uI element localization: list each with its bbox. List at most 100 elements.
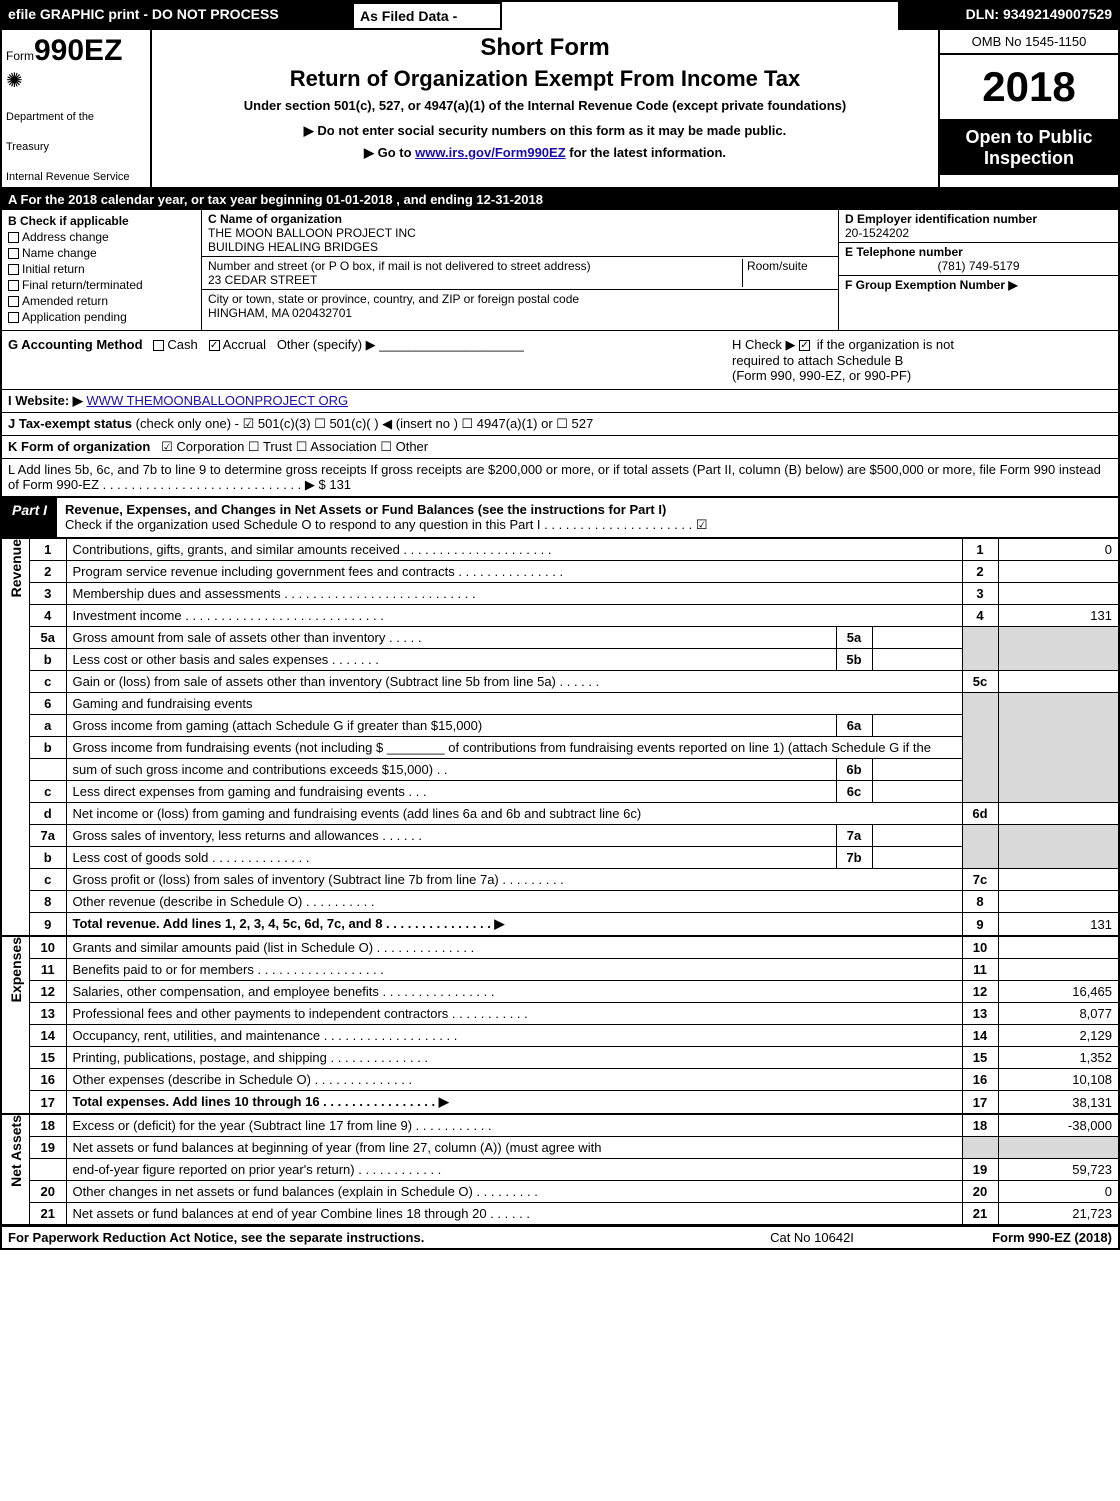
part1-title-block: Revenue, Expenses, and Changes in Net As… — [57, 498, 1118, 537]
row-7c: cGross profit or (loss) from sales of in… — [30, 869, 1118, 891]
row-7a: 7aGross sales of inventory, less returns… — [30, 825, 1118, 847]
form-no: 990EZ — [34, 34, 122, 67]
row-17: 17Total expenses. Add lines 10 through 1… — [30, 1091, 1118, 1114]
chk-accrual[interactable]: ✓ — [209, 340, 220, 351]
goto-link[interactable]: www.irs.gov/Form990EZ — [415, 145, 566, 160]
part1-title: Revenue, Expenses, and Changes in Net As… — [65, 502, 666, 517]
revenue-vlabel: Revenue — [2, 538, 30, 936]
b-label: B Check if applicable — [8, 214, 195, 228]
netassets-table: 18Excess or (deficit) for the year (Subt… — [30, 1114, 1118, 1225]
row-7b: bLess cost of goods sold . . . . . . . .… — [30, 847, 1118, 869]
row-6a: aGross income from gaming (attach Schedu… — [30, 715, 1118, 737]
d-value: 20-1524202 — [845, 226, 909, 240]
h-line2: required to attach Schedule B — [732, 353, 903, 368]
form-990ez: efile GRAPHIC print - DO NOT PROCESS As … — [0, 0, 1120, 1250]
a-begin: 01-01-2018 — [326, 192, 393, 207]
row-6b: bGross income from fundraising events (n… — [30, 737, 1118, 759]
c-addr-block: Number and street (or P O box, if mail i… — [202, 257, 838, 290]
line-k: K Form of organization ☑ Corporation ☐ T… — [2, 436, 1118, 459]
ssn-notice: ▶ Do not enter social security numbers o… — [160, 123, 930, 139]
c-name-block: C Name of organization THE MOON BALLOON … — [202, 210, 838, 257]
row-8: 8Other revenue (describe in Schedule O) … — [30, 891, 1118, 913]
city-value: HINGHAM, MA 020432701 — [208, 306, 832, 320]
chk-final-return[interactable]: Final return/terminated — [8, 278, 195, 292]
dept-line-2: Treasury — [6, 141, 146, 153]
row-19b: end-of-year figure reported on prior yea… — [30, 1159, 1118, 1181]
j-rest: (check only one) - ☑ 501(c)(3) ☐ 501(c)(… — [132, 416, 593, 431]
form-id-footer: Form 990-EZ (2018) — [912, 1230, 1112, 1245]
netassets-section: Net Assets 18Excess or (deficit) for the… — [2, 1114, 1118, 1225]
title-right: OMB No 1545-1150 2018 Open to Public Ins… — [938, 30, 1118, 187]
line-j: J Tax-exempt status (check only one) - ☑… — [2, 413, 1118, 436]
h-line3: (Form 990, 990-EZ, or 990-PF) — [732, 368, 911, 383]
chk-initial-return[interactable]: Initial return — [8, 262, 195, 276]
row-11: 11Benefits paid to or for members . . . … — [30, 959, 1118, 981]
row-6d: dNet income or (loss) from gaming and fu… — [30, 803, 1118, 825]
chk-name-change[interactable]: Name change — [8, 246, 195, 260]
a-pre: A For the 2018 calendar year, or tax yea… — [8, 192, 326, 207]
chk-cash[interactable] — [153, 340, 164, 351]
c-city-block: City or town, state or province, country… — [202, 290, 838, 322]
row-14: 14Occupancy, rent, utilities, and mainte… — [30, 1025, 1118, 1047]
e-block: E Telephone number (781) 749-5179 — [839, 243, 1118, 276]
row-5b: bLess cost or other basis and sales expe… — [30, 649, 1118, 671]
g-label: G Accounting Method — [8, 337, 143, 352]
chk-application-pending[interactable]: Application pending — [8, 310, 195, 324]
row-6: 6Gaming and fundraising events — [30, 693, 1118, 715]
form-number-cell: Form990EZ ✺ Department of the Treasury I… — [2, 30, 152, 187]
row-4: 4Investment income . . . . . . . . . . .… — [30, 605, 1118, 627]
dept-line-3: Internal Revenue Service — [6, 171, 146, 183]
tax-year: 2018 — [940, 55, 1118, 121]
d-label: D Employer identification number — [845, 212, 1037, 226]
cat-no: Cat No 10642I — [712, 1230, 912, 1245]
open-to-public: Open to Public Inspection — [940, 121, 1118, 175]
goto-post: for the latest information. — [566, 145, 726, 160]
paperwork-notice: For Paperwork Reduction Act Notice, see … — [8, 1230, 712, 1245]
expenses-table: 10Grants and similar amounts paid (list … — [30, 936, 1118, 1114]
page-footer: For Paperwork Reduction Act Notice, see … — [2, 1225, 1118, 1248]
block-bcdef: B Check if applicable Address change Nam… — [2, 210, 1118, 331]
website-link[interactable]: WWW THEMOONBALLOONPROJECT ORG — [86, 393, 348, 408]
title-center: Short Form Return of Organization Exempt… — [152, 30, 938, 187]
e-value: (781) 749-5179 — [845, 259, 1112, 273]
row-5a: 5aGross amount from sale of assets other… — [30, 627, 1118, 649]
under-section: Under section 501(c), 527, or 4947(a)(1)… — [160, 98, 930, 113]
addr-label: Number and street (or P O box, if mail i… — [208, 259, 742, 273]
row-12: 12Salaries, other compensation, and empl… — [30, 981, 1118, 1003]
col-def: D Employer identification number 20-1524… — [838, 210, 1118, 330]
row-6b2: sum of such gross income and contributio… — [30, 759, 1118, 781]
e-label: E Telephone number — [845, 245, 963, 259]
row-16: 16Other expenses (describe in Schedule O… — [30, 1069, 1118, 1091]
f-label: F Group Exemption Number ▶ — [845, 278, 1018, 292]
chk-amended-return[interactable]: Amended return — [8, 294, 195, 308]
goto-pre: ▶ Go to — [364, 145, 415, 160]
row-19: 19Net assets or fund balances at beginni… — [30, 1137, 1118, 1159]
omb-number: OMB No 1545-1150 — [940, 30, 1118, 55]
chk-address-change[interactable]: Address change — [8, 230, 195, 244]
row-15: 15Printing, publications, postage, and s… — [30, 1047, 1118, 1069]
header-spacer — [502, 2, 898, 30]
row-20: 20Other changes in net assets or fund ba… — [30, 1181, 1118, 1203]
row-18: 18Excess or (deficit) for the year (Subt… — [30, 1115, 1118, 1137]
revenue-table: 1Contributions, gifts, grants, and simil… — [30, 538, 1118, 936]
a-mid: , and ending — [393, 192, 477, 207]
row-13: 13Professional fees and other payments t… — [30, 1003, 1118, 1025]
k-rest: ☑ Corporation ☐ Trust ☐ Association ☐ Ot… — [161, 439, 428, 454]
row-21: 21Net assets or fund balances at end of … — [30, 1203, 1118, 1225]
part1-tag: Part I — [2, 498, 57, 537]
treasury-seal-icon: ✺ — [6, 68, 146, 93]
form-number: Form990EZ — [6, 34, 146, 68]
row-10: 10Grants and similar amounts paid (list … — [30, 937, 1118, 959]
chk-h[interactable]: ✓ — [799, 340, 810, 351]
return-title: Return of Organization Exempt From Incom… — [160, 66, 930, 92]
as-filed-label: As Filed Data - — [352, 2, 502, 30]
efile-label: efile GRAPHIC print - DO NOT PROCESS — [2, 2, 352, 30]
dln-label: DLN: 93492149007529 — [898, 2, 1118, 30]
row-1: 1Contributions, gifts, grants, and simil… — [30, 539, 1118, 561]
row-6c: cLess direct expenses from gaming and fu… — [30, 781, 1118, 803]
netassets-vlabel: Net Assets — [2, 1114, 30, 1225]
part1-sub: Check if the organization used Schedule … — [65, 517, 707, 532]
col-c: C Name of organization THE MOON BALLOON … — [202, 210, 838, 330]
c-label: C Name of organization — [208, 212, 342, 226]
short-form-title: Short Form — [160, 34, 930, 62]
